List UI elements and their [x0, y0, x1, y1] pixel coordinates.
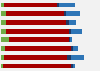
- Bar: [1, 29, 6, 34]
- Bar: [4, 3, 56, 7]
- Bar: [3, 64, 71, 68]
- Bar: [9, 37, 68, 42]
- Bar: [64, 11, 66, 16]
- Bar: [71, 46, 73, 51]
- Bar: [1, 20, 6, 25]
- Bar: [1, 46, 5, 51]
- Bar: [59, 3, 75, 7]
- Bar: [5, 46, 71, 51]
- Bar: [67, 55, 71, 60]
- Bar: [6, 11, 64, 16]
- Bar: [66, 11, 80, 16]
- Bar: [68, 29, 71, 34]
- Bar: [68, 20, 76, 25]
- Bar: [6, 20, 66, 25]
- Bar: [73, 64, 75, 68]
- Bar: [1, 3, 4, 7]
- Bar: [56, 3, 59, 7]
- Bar: [68, 37, 70, 42]
- Bar: [66, 20, 68, 25]
- Bar: [1, 11, 6, 16]
- Bar: [71, 64, 73, 68]
- Bar: [71, 29, 82, 34]
- Bar: [1, 55, 4, 60]
- Bar: [4, 55, 67, 60]
- Bar: [6, 29, 68, 34]
- Bar: [1, 37, 9, 42]
- Bar: [71, 55, 84, 60]
- Bar: [70, 37, 72, 42]
- Bar: [1, 64, 3, 68]
- Bar: [73, 46, 78, 51]
